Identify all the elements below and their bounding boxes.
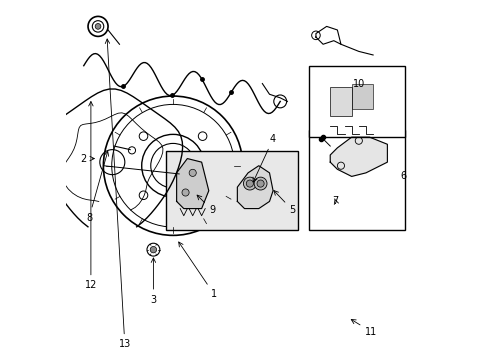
- Circle shape: [182, 189, 189, 196]
- Polygon shape: [329, 87, 351, 116]
- Text: 4: 4: [252, 134, 276, 182]
- Polygon shape: [237, 166, 272, 208]
- Polygon shape: [329, 137, 386, 176]
- FancyBboxPatch shape: [165, 152, 298, 230]
- Circle shape: [254, 177, 266, 190]
- Text: 6: 6: [400, 171, 406, 181]
- FancyBboxPatch shape: [308, 130, 405, 230]
- Circle shape: [189, 169, 196, 176]
- Circle shape: [95, 23, 101, 29]
- Circle shape: [257, 180, 264, 187]
- Text: 3: 3: [150, 258, 156, 305]
- Text: 7: 7: [332, 197, 338, 206]
- FancyBboxPatch shape: [308, 66, 405, 137]
- Polygon shape: [351, 84, 372, 109]
- Circle shape: [150, 247, 156, 253]
- Text: 1: 1: [178, 242, 217, 299]
- Text: 12: 12: [84, 102, 97, 291]
- Text: 5: 5: [273, 190, 295, 215]
- Text: 13: 13: [105, 39, 131, 349]
- Polygon shape: [176, 158, 208, 208]
- Text: 11: 11: [350, 319, 377, 337]
- Text: 2: 2: [81, 154, 94, 163]
- Text: 10: 10: [352, 78, 364, 89]
- Circle shape: [243, 177, 256, 190]
- Text: 9: 9: [197, 195, 215, 215]
- Circle shape: [246, 180, 253, 187]
- Text: 8: 8: [86, 152, 108, 222]
